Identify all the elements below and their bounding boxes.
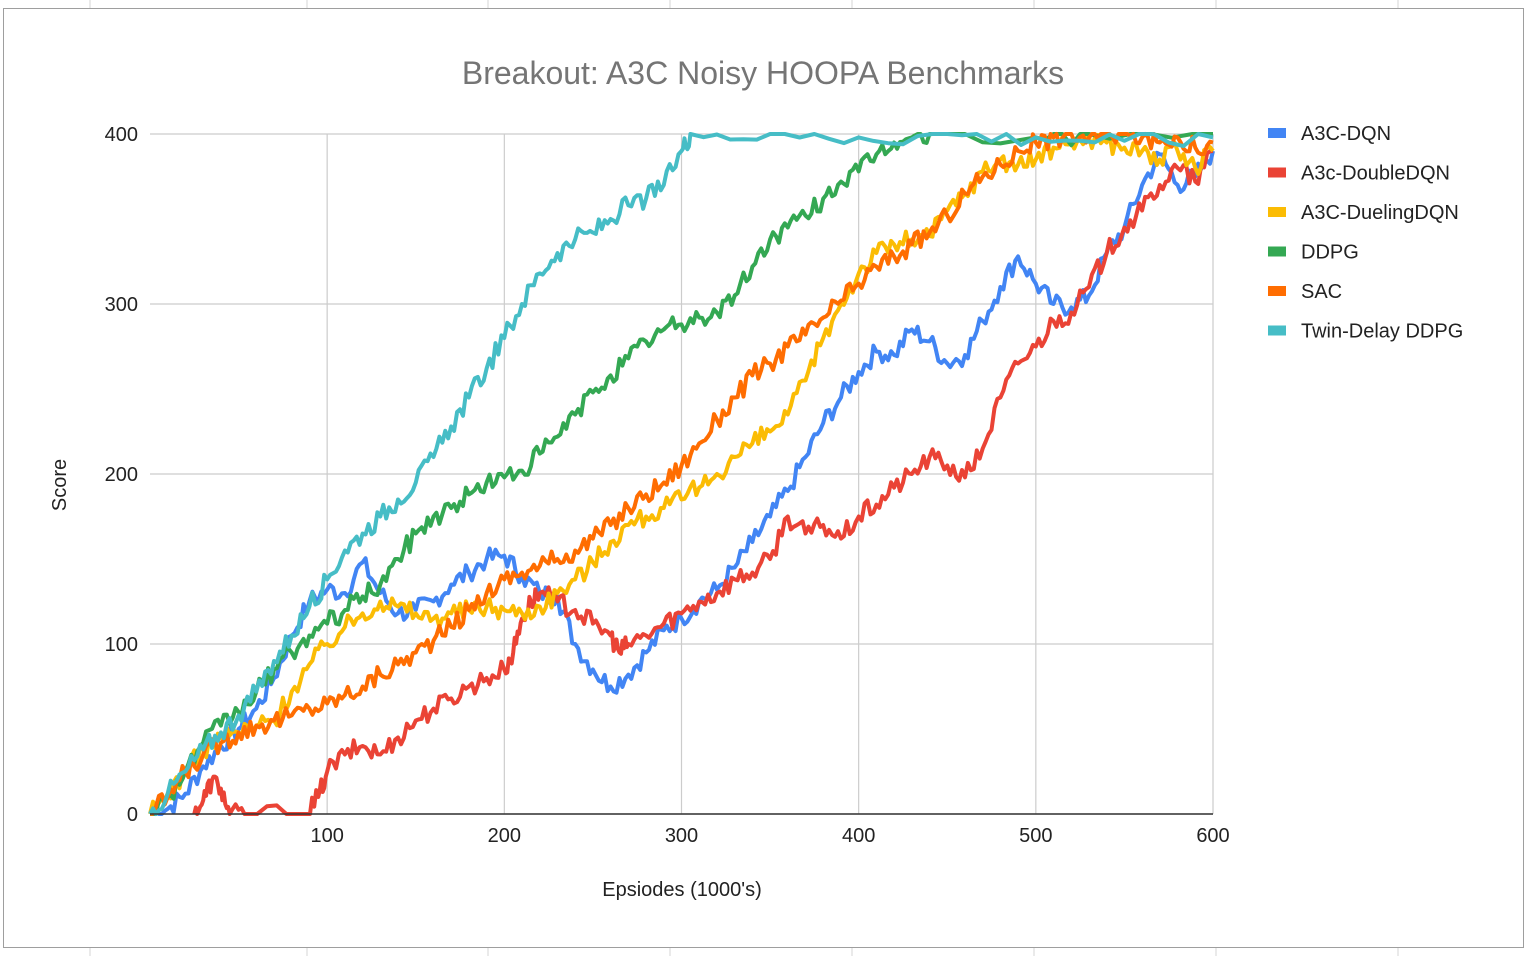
legend-swatch xyxy=(1268,246,1286,257)
legend-label: A3c-DoubleDQN xyxy=(1301,163,1450,185)
legend-label: A3C-DQN xyxy=(1301,123,1391,145)
legend: A3C-DQN A3c-DoubleDQN A3C-DuelingDQN DDPG SA… xyxy=(1268,123,1463,343)
legend-swatch xyxy=(1268,167,1286,178)
x-tick-label: 400 xyxy=(842,825,875,847)
legend-swatch xyxy=(1268,286,1286,296)
x-axis-title: Epsiodes (1000's) xyxy=(602,879,761,901)
y-tick-label: 300 xyxy=(105,294,138,316)
series-line xyxy=(149,150,1215,816)
legend-label: A3C-DuelingDQN xyxy=(1301,202,1459,224)
legend-label: Twin-Delay DDPG xyxy=(1301,321,1463,343)
x-tick-label: 200 xyxy=(488,825,521,847)
legend-swatch xyxy=(1268,207,1286,217)
series-line xyxy=(149,132,1214,816)
x-tick-label: 100 xyxy=(310,825,343,847)
legend-label: DDPG xyxy=(1301,242,1359,264)
chart-container xyxy=(3,8,1524,948)
legend-swatch xyxy=(1268,128,1286,138)
tick-labels: 0 100 200 300 400 100 200 300 400 500 600 xyxy=(105,124,1230,847)
y-axis-title: Score xyxy=(49,459,71,511)
y-tick-label: 0 xyxy=(127,804,138,826)
legend-label: SAC xyxy=(1301,281,1342,303)
series-line xyxy=(192,149,1214,816)
x-tick-label: 600 xyxy=(1196,825,1229,847)
legend-swatch xyxy=(1268,325,1286,336)
y-tick-label: 200 xyxy=(105,464,138,486)
x-tick-label: 300 xyxy=(665,825,698,847)
chart-title: Breakout: A3C Noisy HOOPA Benchmarks xyxy=(462,55,1064,91)
series-line xyxy=(150,132,1213,816)
y-tick-label: 100 xyxy=(105,634,138,656)
series-line xyxy=(148,132,1214,816)
x-tick-label: 500 xyxy=(1019,825,1052,847)
y-tick-label: 400 xyxy=(105,124,138,146)
series-layer xyxy=(148,132,1215,816)
series-line xyxy=(148,132,1215,815)
